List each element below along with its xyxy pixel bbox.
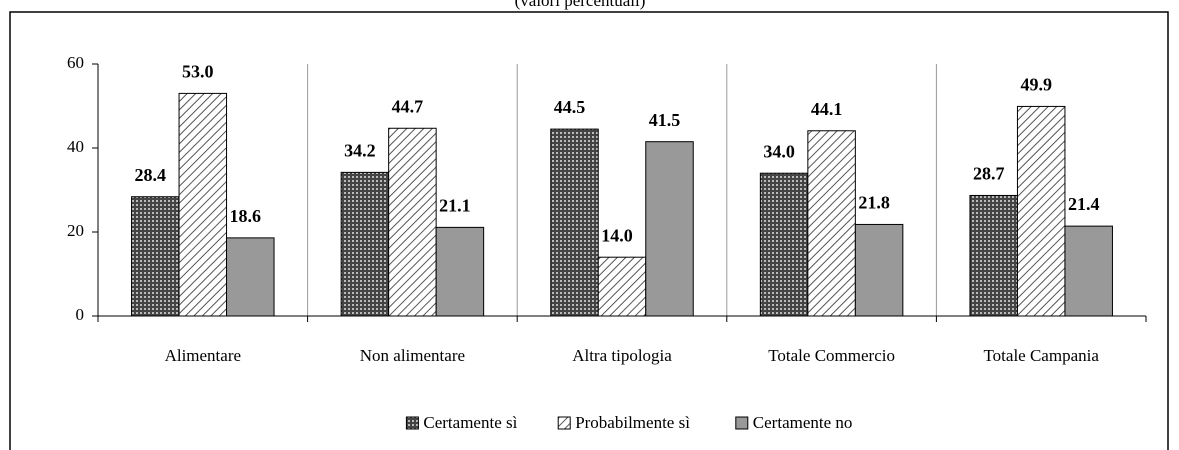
value-label: 44.1 [811,99,843,119]
y-tick-label: 20 [67,221,84,240]
x-tick-label: Altra tipologia [572,346,672,365]
bar [178,92,228,317]
value-label: 49.9 [1020,75,1052,95]
bar [645,141,694,317]
bar [854,223,904,317]
bar [550,128,599,317]
value-label: 41.5 [649,110,681,130]
bar [340,171,390,317]
bar [759,172,809,317]
legend-label: Certamente sì [423,413,517,432]
legend-label: Certamente no [753,413,853,432]
bar [1064,225,1113,317]
value-label: 28.7 [973,164,1005,184]
x-tick-label: Totale Campania [983,346,1099,365]
bar [597,256,647,317]
value-label: 44.7 [392,96,424,116]
y-tick-label: 40 [67,137,84,156]
value-label: 44.5 [554,97,586,117]
bar [226,237,275,317]
y-tick-label: 60 [67,53,84,72]
x-tick-label: Totale Commercio [768,346,895,365]
legend-swatch [405,416,419,430]
value-label: 14.0 [601,225,633,245]
subtitle: (valori percentuali) [515,0,646,10]
bar [435,226,485,317]
value-label: 21.1 [439,196,471,216]
value-label: 34.2 [344,140,376,160]
bar [131,196,180,317]
frame [9,11,1169,450]
y-tick-label: 0 [76,305,85,324]
value-label: 53.0 [182,62,214,82]
value-label: 34.0 [763,141,795,161]
bar [969,194,1018,317]
legend-label: Probabilmente sì [575,413,690,432]
bar [807,130,856,317]
legend-swatch [557,416,571,430]
legend-swatch [735,416,749,430]
x-tick-label: Non alimentare [360,346,465,365]
value-label: 28.4 [135,165,167,185]
bar [388,127,437,317]
value-label: 21.8 [858,193,890,213]
value-label: 21.4 [1068,194,1100,214]
x-tick-label: Alimentare [165,346,241,365]
value-label: 18.6 [230,206,262,226]
bar [1016,105,1066,317]
